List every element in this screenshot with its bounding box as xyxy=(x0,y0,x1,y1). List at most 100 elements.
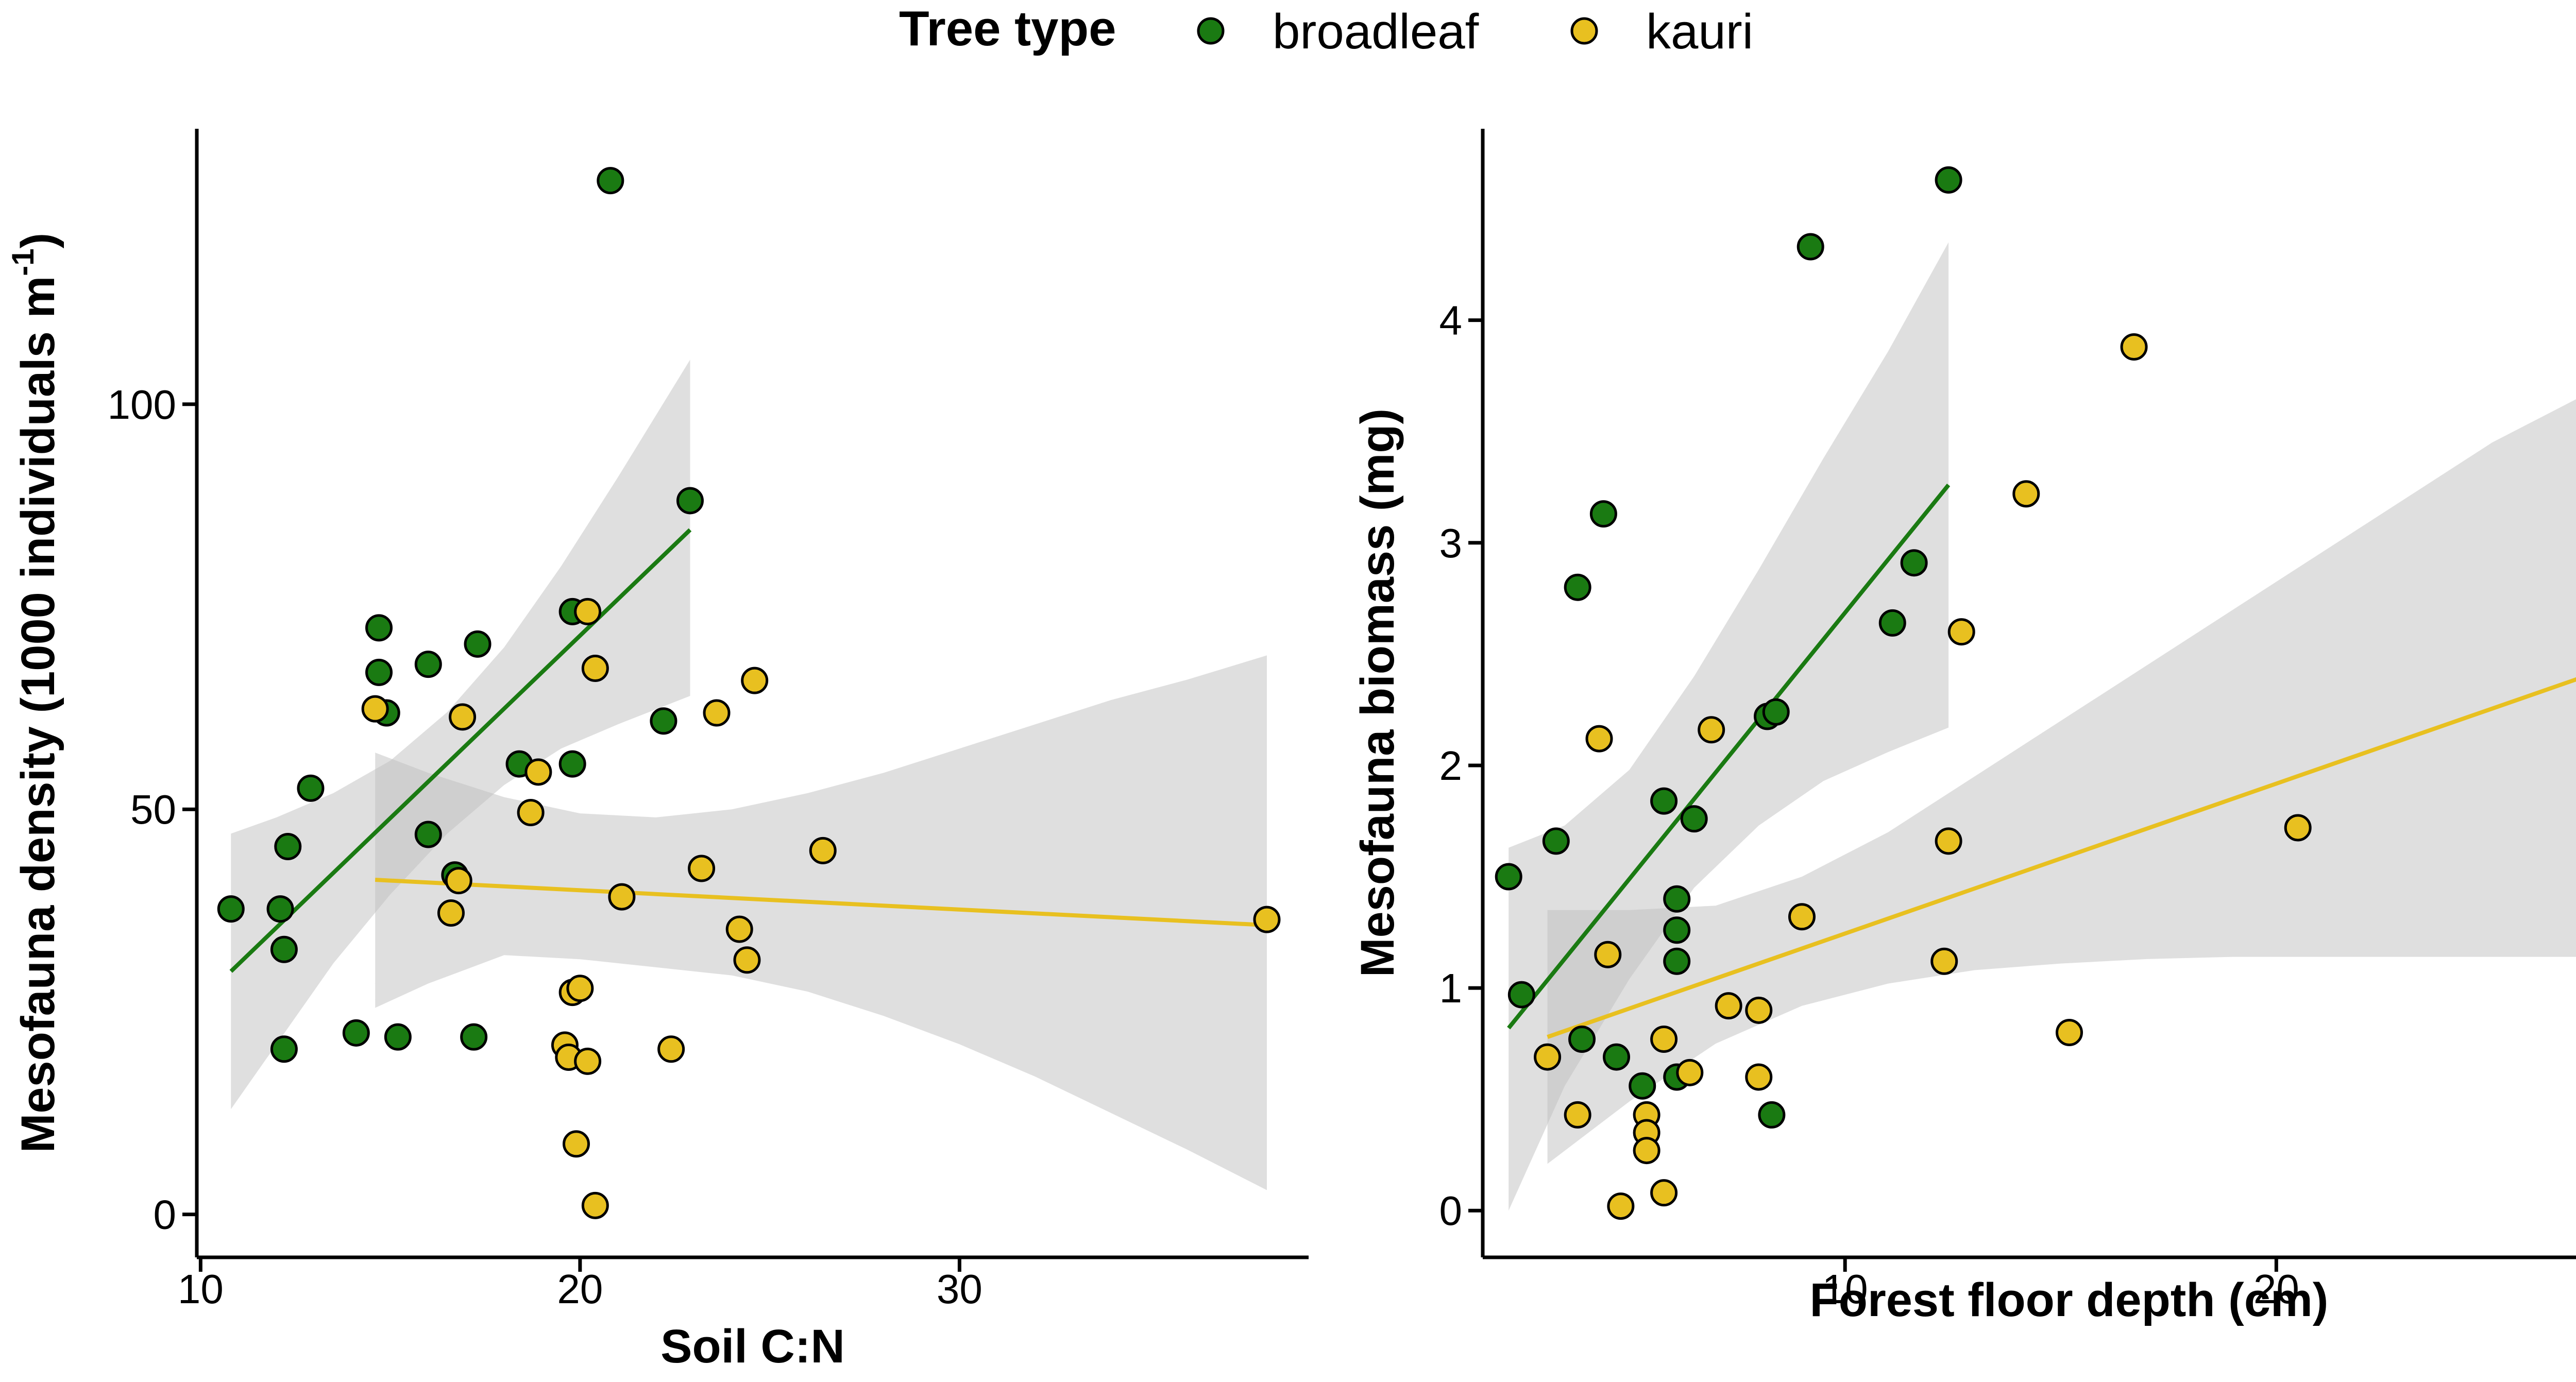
point-broadleaf xyxy=(1564,573,1591,601)
legend-label-broadleaf: broadleaf xyxy=(1273,4,1479,59)
legend-title: Tree type xyxy=(899,1,1116,56)
point-broadleaf xyxy=(1758,1101,1786,1129)
point-broadleaf xyxy=(1663,885,1691,913)
point-broadleaf xyxy=(266,895,294,923)
point-broadleaf xyxy=(365,658,393,686)
point-broadleaf xyxy=(1542,827,1570,855)
x-axis-title: Forest floor depth (cm) xyxy=(1810,1274,2329,1326)
x-tick-label: 30 xyxy=(937,1266,982,1312)
point-kauri xyxy=(1650,1179,1678,1207)
confidence-bands xyxy=(1509,242,2576,1211)
point-kauri xyxy=(741,667,769,694)
point-kauri xyxy=(657,1035,685,1063)
x-tick-label: 20 xyxy=(2253,1266,2299,1312)
legend-key-kauri xyxy=(1570,17,1598,45)
point-kauri xyxy=(1534,1043,1562,1071)
point-broadleaf xyxy=(1680,805,1708,833)
point-broadleaf xyxy=(464,630,492,658)
point-kauri xyxy=(361,695,389,723)
y-axis-title-suffix: ) xyxy=(12,233,64,249)
point-broadleaf xyxy=(1603,1043,1631,1071)
point-broadleaf xyxy=(342,1019,370,1047)
x-tick-label: 20 xyxy=(557,1266,603,1312)
point-broadleaf xyxy=(274,833,302,861)
point-broadleaf xyxy=(1900,549,1928,577)
point-broadleaf xyxy=(650,707,677,735)
x-axis-title: Soil C:N xyxy=(660,1320,845,1373)
point-broadleaf xyxy=(270,935,298,963)
fit-line-broadleaf xyxy=(1507,483,1951,1030)
point-kauri xyxy=(733,946,761,974)
point-broadleaf xyxy=(1589,500,1617,528)
point-kauri xyxy=(1650,1025,1678,1053)
point-kauri xyxy=(2056,1019,2083,1047)
panel-soil-cn: 10 20 30 0 50 100 Soil C:N Mesofauna density… xyxy=(6,129,1309,1373)
y-tick-label: 1 xyxy=(1439,965,1463,1011)
point-kauri xyxy=(1930,947,1958,975)
x-tick-label: 10 xyxy=(178,1266,224,1312)
point-broadleaf xyxy=(270,1035,298,1063)
point-kauri xyxy=(574,1047,602,1075)
point-kauri xyxy=(1676,1059,1704,1086)
point-broadleaf xyxy=(460,1023,488,1051)
point-broadleaf xyxy=(1762,698,1790,726)
point-kauri xyxy=(437,899,465,927)
point-broadleaf xyxy=(597,167,624,195)
point-kauri xyxy=(703,699,731,727)
point-kauri xyxy=(445,867,472,895)
y-tick-label: 2 xyxy=(1439,743,1463,789)
point-kauri xyxy=(1594,941,1622,968)
data-points xyxy=(1495,166,2312,1220)
confidence-band-broadleaf xyxy=(231,360,690,1110)
point-kauri xyxy=(1633,1137,1660,1165)
y-tick-label: 0 xyxy=(154,1192,177,1238)
point-kauri xyxy=(1698,716,1725,744)
point-broadleaf xyxy=(1629,1072,1656,1100)
point-broadleaf xyxy=(1663,947,1691,975)
legend-key-broadleaf xyxy=(1197,17,1225,45)
point-broadleaf xyxy=(384,1023,412,1051)
y-ticks: 0 50 100 xyxy=(108,382,197,1238)
point-kauri xyxy=(581,655,609,683)
y-axis-title-superscript: -1 xyxy=(6,248,40,276)
point-broadleaf xyxy=(1650,787,1678,815)
point-kauri xyxy=(688,855,716,882)
point-broadleaf xyxy=(1568,1025,1596,1053)
point-kauri xyxy=(1947,618,1975,646)
point-kauri xyxy=(581,1191,609,1219)
point-kauri xyxy=(449,703,477,731)
point-broadleaf xyxy=(1935,166,1962,194)
point-kauri xyxy=(574,598,602,625)
point-kauri xyxy=(517,798,545,826)
point-broadleaf xyxy=(365,614,393,642)
data-points xyxy=(217,167,1281,1219)
point-kauri xyxy=(809,837,837,864)
point-kauri xyxy=(524,758,552,786)
point-broadleaf xyxy=(676,487,704,515)
point-kauri xyxy=(1564,1101,1591,1129)
y-tick-label: 50 xyxy=(130,787,176,832)
point-kauri xyxy=(725,915,753,943)
y-axis-title-main: Mesofauna density (1000 individuals m xyxy=(12,276,64,1153)
point-broadleaf xyxy=(297,774,325,802)
point-kauri xyxy=(1715,992,1742,1020)
x-ticks: 10 20 30 xyxy=(178,1257,982,1312)
point-kauri xyxy=(1253,906,1281,933)
confidence-band-kauri xyxy=(1547,399,2576,1164)
fit-line-broadleaf xyxy=(229,528,692,973)
point-broadleaf xyxy=(1507,981,1535,1009)
fit-line-kauri xyxy=(1547,677,2576,1039)
y-tick-label: 100 xyxy=(108,382,176,428)
y-axis-title: Mesofauna density (1000 individuals m-1) xyxy=(6,233,64,1153)
point-broadleaf xyxy=(1663,916,1691,944)
point-kauri xyxy=(2284,814,2312,842)
confidence-band-kauri xyxy=(375,655,1267,1190)
y-axis-title: Mesofauna biomass (mg) xyxy=(1351,408,1404,977)
point-kauri xyxy=(608,883,636,911)
legend-label-kauri: kauri xyxy=(1646,4,1753,59)
legend: Tree type broadleaf kauri xyxy=(899,1,1753,59)
point-kauri xyxy=(2120,333,2148,361)
point-kauri xyxy=(1788,903,1816,931)
point-broadleaf xyxy=(1878,609,1906,637)
